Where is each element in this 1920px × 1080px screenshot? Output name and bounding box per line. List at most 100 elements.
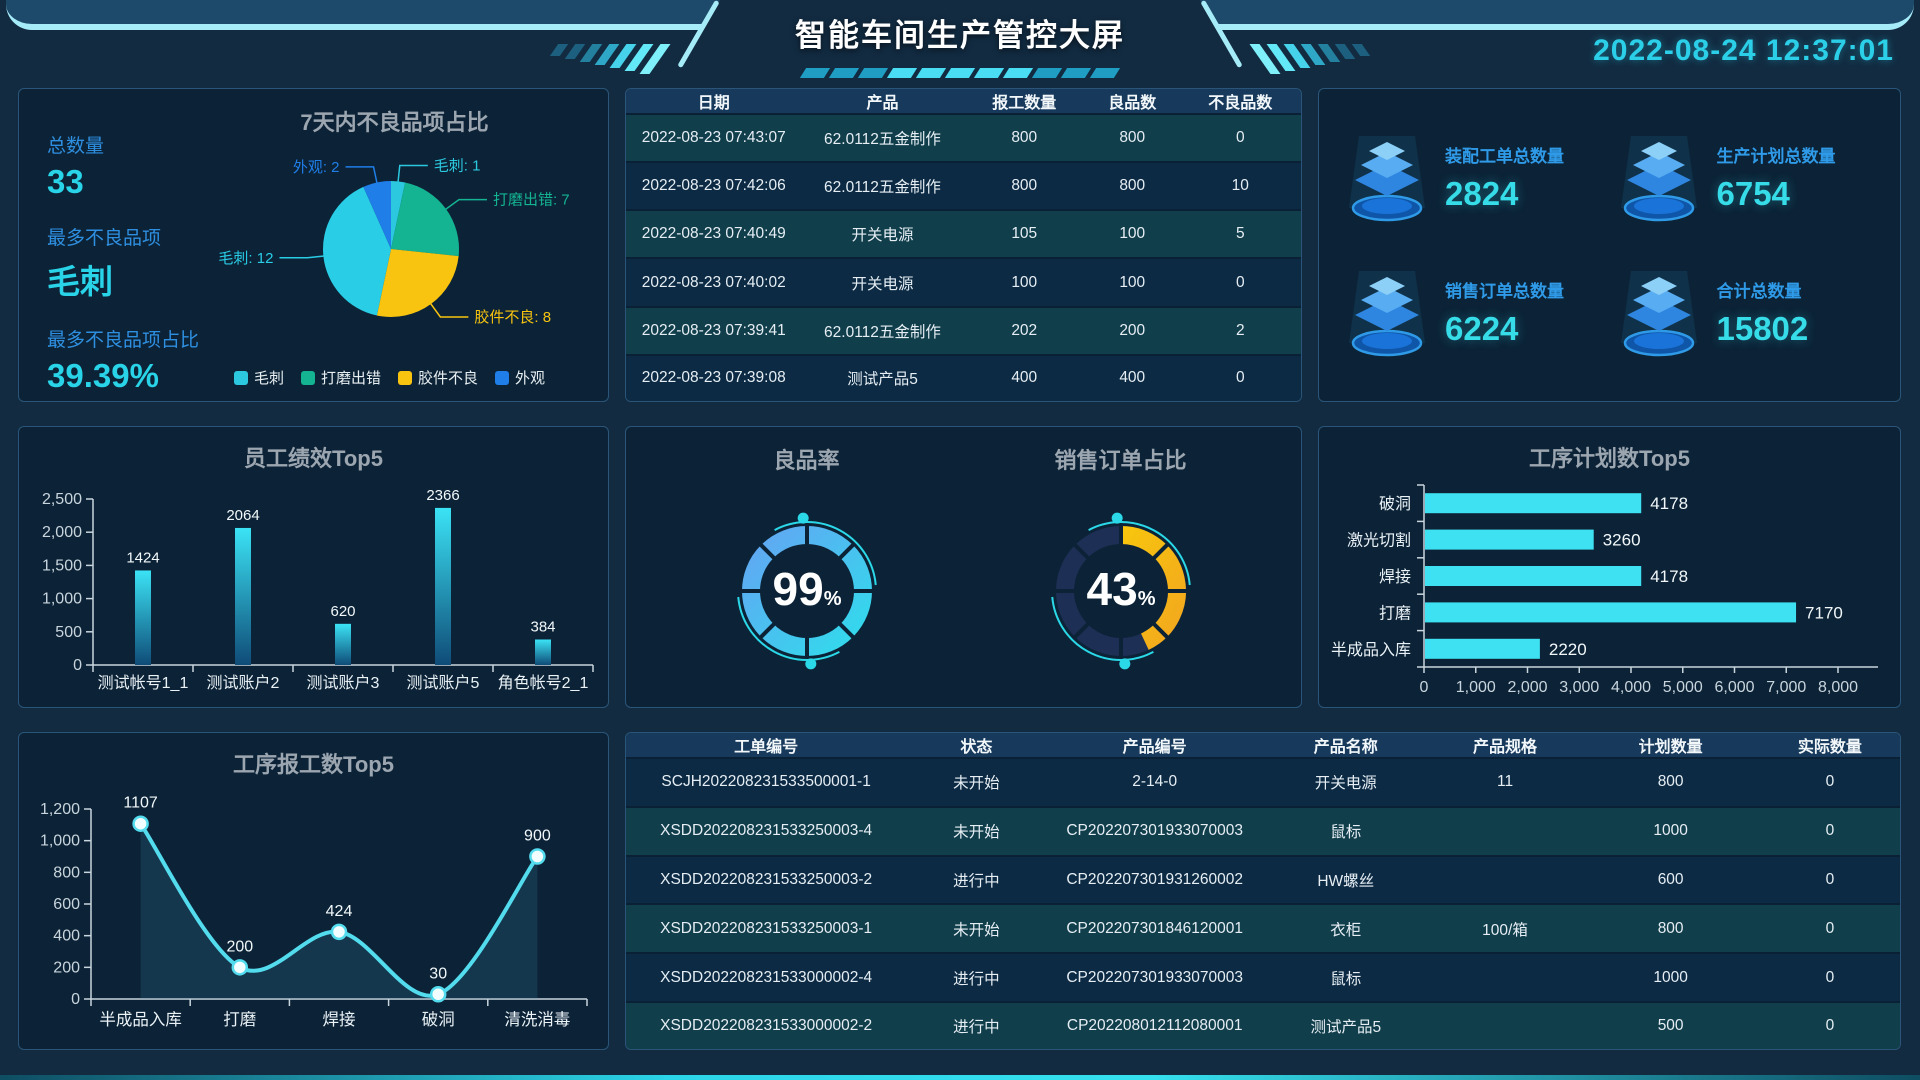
plan-chart-title: 工序计划数Top5 — [1529, 446, 1690, 471]
svg-text:800: 800 — [53, 864, 80, 881]
table-cell: XSDD202208231533000002-2 — [660, 1017, 873, 1035]
svg-text:30: 30 — [429, 965, 447, 982]
table-cell: 2022-08-23 07:39:08 — [641, 369, 786, 387]
table-cell: 800 — [1657, 919, 1684, 937]
legend-label: 打磨出错 — [320, 370, 381, 387]
legend-item[interactable]: 毛刺 — [233, 367, 284, 388]
sales-gauge-block: 销售订单占比 43% — [971, 443, 1271, 707]
yield-gauge-chart: 99% — [736, 512, 877, 670]
table-cell: 0 — [1825, 773, 1835, 791]
table-cell: 202 — [1011, 321, 1038, 339]
table-row: 2022-08-23 07:39:08 测试产品5 400 400 0 — [626, 354, 1301, 401]
process-report-panel: 工序报工数Top5 0 200 400 600 800 1,000 1,200 1107 半成品… — [18, 732, 609, 1050]
top-defect-ratio-stat: 最多不良品项占比 39.39% — [47, 330, 200, 394]
dashboard-grid: 7天内不良品项占比 总数量 33 最多不良品项 毛刺 最多不良品项占比 39.3… — [0, 88, 1920, 1050]
layers-icon — [1620, 135, 1697, 221]
column-header: 报工数量 — [963, 89, 1085, 114]
sales-gauge-chart: 43% — [1050, 512, 1191, 670]
table-cell: 鼠标 — [1330, 970, 1362, 988]
svg-text:1424: 1424 — [126, 549, 159, 566]
svg-text:打磨: 打磨 — [1379, 604, 1411, 622]
svg-text:毛刺: 12: 毛刺: 12 — [218, 250, 273, 267]
work-report-panel: 日期 产品 报工数量 良品数 不良品数 2022-08-23 07:43:07 62.01… — [625, 88, 1302, 402]
svg-text:激光切割: 激光切割 — [1347, 532, 1411, 550]
legend-item[interactable]: 外观 — [495, 367, 545, 388]
table-cell: CP202208012112080001 — [1066, 1017, 1243, 1035]
table-cell: 2022-08-23 07:40:49 — [641, 225, 786, 243]
defect-pie-chart: 毛刺: 1 打磨出错: 7 胶件不良: 8 毛刺: 12 外观: 2 — [218, 157, 569, 326]
table-cell: 800 — [1657, 773, 1684, 791]
svg-text:清洗消毒: 清洗消毒 — [504, 1010, 570, 1029]
svg-text:2366: 2366 — [426, 487, 459, 504]
svg-text:500: 500 — [55, 624, 82, 641]
legend-label: 胶件不良 — [418, 370, 479, 387]
svg-text:99%: 99% — [772, 563, 841, 615]
table-cell: 0 — [1825, 871, 1835, 889]
table-cell: 200 — [1119, 321, 1146, 339]
table-cell: 0 — [1825, 919, 1835, 937]
legend-item[interactable]: 胶件不良 — [398, 367, 478, 388]
column-header: 良品数 — [1085, 89, 1180, 114]
footer-accent-line — [0, 1075, 1920, 1080]
column-header: 产品规格 — [1428, 733, 1582, 758]
line-chart-title: 工序报工数Top5 — [233, 752, 394, 777]
table-header: 日期 产品 报工数量 良品数 不良品数 — [626, 89, 1301, 114]
legend-swatch — [495, 370, 510, 385]
table-cell: 测试产品5 — [1310, 1019, 1382, 1037]
defect-panel-title: 7天内不良品项占比 — [300, 110, 489, 135]
table-cell: 62.0112五金制作 — [824, 179, 941, 197]
table-row: 2022-08-23 07:43:07 62.0112五金制作 800 800 0 — [626, 114, 1301, 163]
table-cell: CP202207301931260002 — [1066, 871, 1244, 889]
svg-text:2,500: 2,500 — [42, 491, 82, 508]
table-cell: 进行中 — [953, 1019, 1000, 1037]
svg-text:2220: 2220 — [1549, 640, 1587, 659]
svg-text:1,000: 1,000 — [40, 833, 80, 850]
table-cell: 800 — [1119, 129, 1146, 147]
table-cell: XSDD202208231533250003-2 — [660, 871, 873, 889]
svg-text:胶件不良: 8: 胶件不良: 8 — [474, 309, 551, 326]
svg-text:5,000: 5,000 — [1663, 679, 1703, 696]
table-cell: 800 — [1011, 177, 1038, 195]
svg-text:200: 200 — [226, 938, 253, 955]
table-cell: 600 — [1657, 871, 1684, 889]
orders-panel: 工单编号 状态 产品编号 产品名称 产品规格 计划数量 实际数量 SCJH202208231… — [625, 732, 1901, 1050]
header: 智能车间生产管控大屏 2022-08-24 12:37:01 — [0, 0, 1920, 88]
svg-text:1107: 1107 — [123, 795, 158, 812]
table-cell: SCJH202208231533500001-1 — [661, 773, 871, 791]
svg-text:1,000: 1,000 — [1456, 679, 1496, 696]
svg-text:破洞: 破洞 — [1379, 495, 1411, 513]
table-cell: 105 — [1011, 225, 1038, 243]
table-row: 2022-08-23 07:42:06 62.0112五金制作 800 800 10 — [626, 162, 1301, 211]
table-row: XSDD202208231533250003-2 进行中 CP20220730193… — [626, 855, 1900, 905]
svg-text:400: 400 — [53, 928, 80, 945]
table-cell: CP202207301933070003 — [1066, 822, 1244, 840]
table-cell: 2 — [1235, 321, 1245, 339]
table-cell: CP202207301933070003 — [1066, 968, 1244, 986]
legend-label: 毛刺 — [253, 370, 284, 387]
svg-text:0: 0 — [1420, 679, 1429, 696]
svg-text:2,000: 2,000 — [1507, 679, 1547, 696]
gauges-panel: 良品率 99% 销售订单占比 43% — [625, 426, 1302, 708]
table-cell: 开关电源 — [1314, 775, 1377, 793]
svg-text:测试账户3: 测试账户3 — [307, 674, 380, 692]
table-cell: 400 — [1119, 369, 1146, 387]
svg-text:毛刺: 1: 毛刺: 1 — [434, 157, 481, 174]
process-plan-panel: 工序计划数Top5 0 1,000 2,000 3,000 4,000 5,000 6,00… — [1318, 426, 1901, 708]
svg-text:620: 620 — [330, 603, 355, 620]
svg-text:测试账户2: 测试账户2 — [207, 674, 280, 692]
clock: 2022-08-24 12:37:01 — [1593, 34, 1894, 67]
top-defect-stat: 最多不良品项 毛刺 — [47, 228, 162, 300]
total-count-stat: 总数量 33 — [47, 136, 105, 200]
svg-text:焊接: 焊接 — [1379, 568, 1411, 586]
legend-item[interactable]: 打磨出错 — [300, 367, 381, 388]
svg-text:角色帐号2_1: 角色帐号2_1 — [498, 674, 589, 692]
defect-stats: 总数量 33 最多不良品项 毛刺 最多不良品项占比 39.39% — [47, 131, 199, 395]
table-cell — [1429, 953, 1582, 1002]
table-cell: 0 — [1825, 1017, 1835, 1035]
employee-performance-panel: 员工绩效Top5 0 500 1,000 1,500 2,000 2,500 1424 测试帐… — [18, 426, 609, 708]
table-cell: 0 — [1825, 822, 1835, 840]
layers-icon — [1349, 270, 1425, 356]
stat-card-assembly-orders: 装配工单总数量 2824 — [1341, 119, 1607, 236]
table-cell: 2022-08-23 07:42:06 — [641, 177, 786, 195]
table-cell: 2-14-0 — [1132, 773, 1178, 791]
